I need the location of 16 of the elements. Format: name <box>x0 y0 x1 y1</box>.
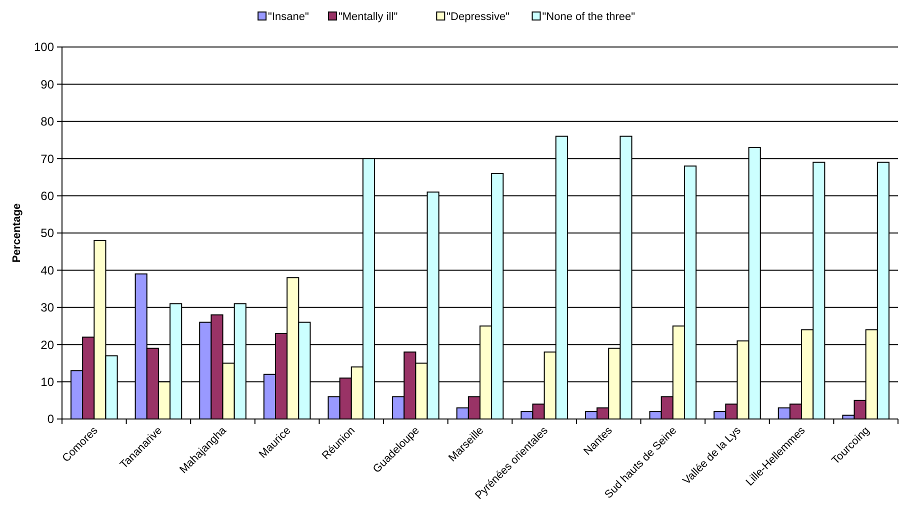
y-tick-label: 80 <box>40 114 54 129</box>
y-tick-label: 70 <box>40 152 54 166</box>
legend-label: "Insane" <box>268 11 309 23</box>
y-tick-label: 40 <box>40 263 54 278</box>
y-axis-title: Percentage <box>11 203 23 263</box>
y-tick-label: 30 <box>40 300 54 315</box>
y-tick-label: 60 <box>40 189 54 203</box>
y-tick-label: 10 <box>40 375 54 389</box>
legend-label: "Mentally ill" <box>338 11 398 23</box>
y-tick-label: 90 <box>40 77 54 92</box>
legend-label: "None of the three" <box>542 11 636 23</box>
y-tick-label: 0 <box>47 412 54 426</box>
y-tick-label: 50 <box>40 226 54 240</box>
y-tick-label: 20 <box>40 338 54 352</box>
legend-label: "Depressive" <box>446 11 510 23</box>
y-tick-label: 100 <box>34 40 54 54</box>
